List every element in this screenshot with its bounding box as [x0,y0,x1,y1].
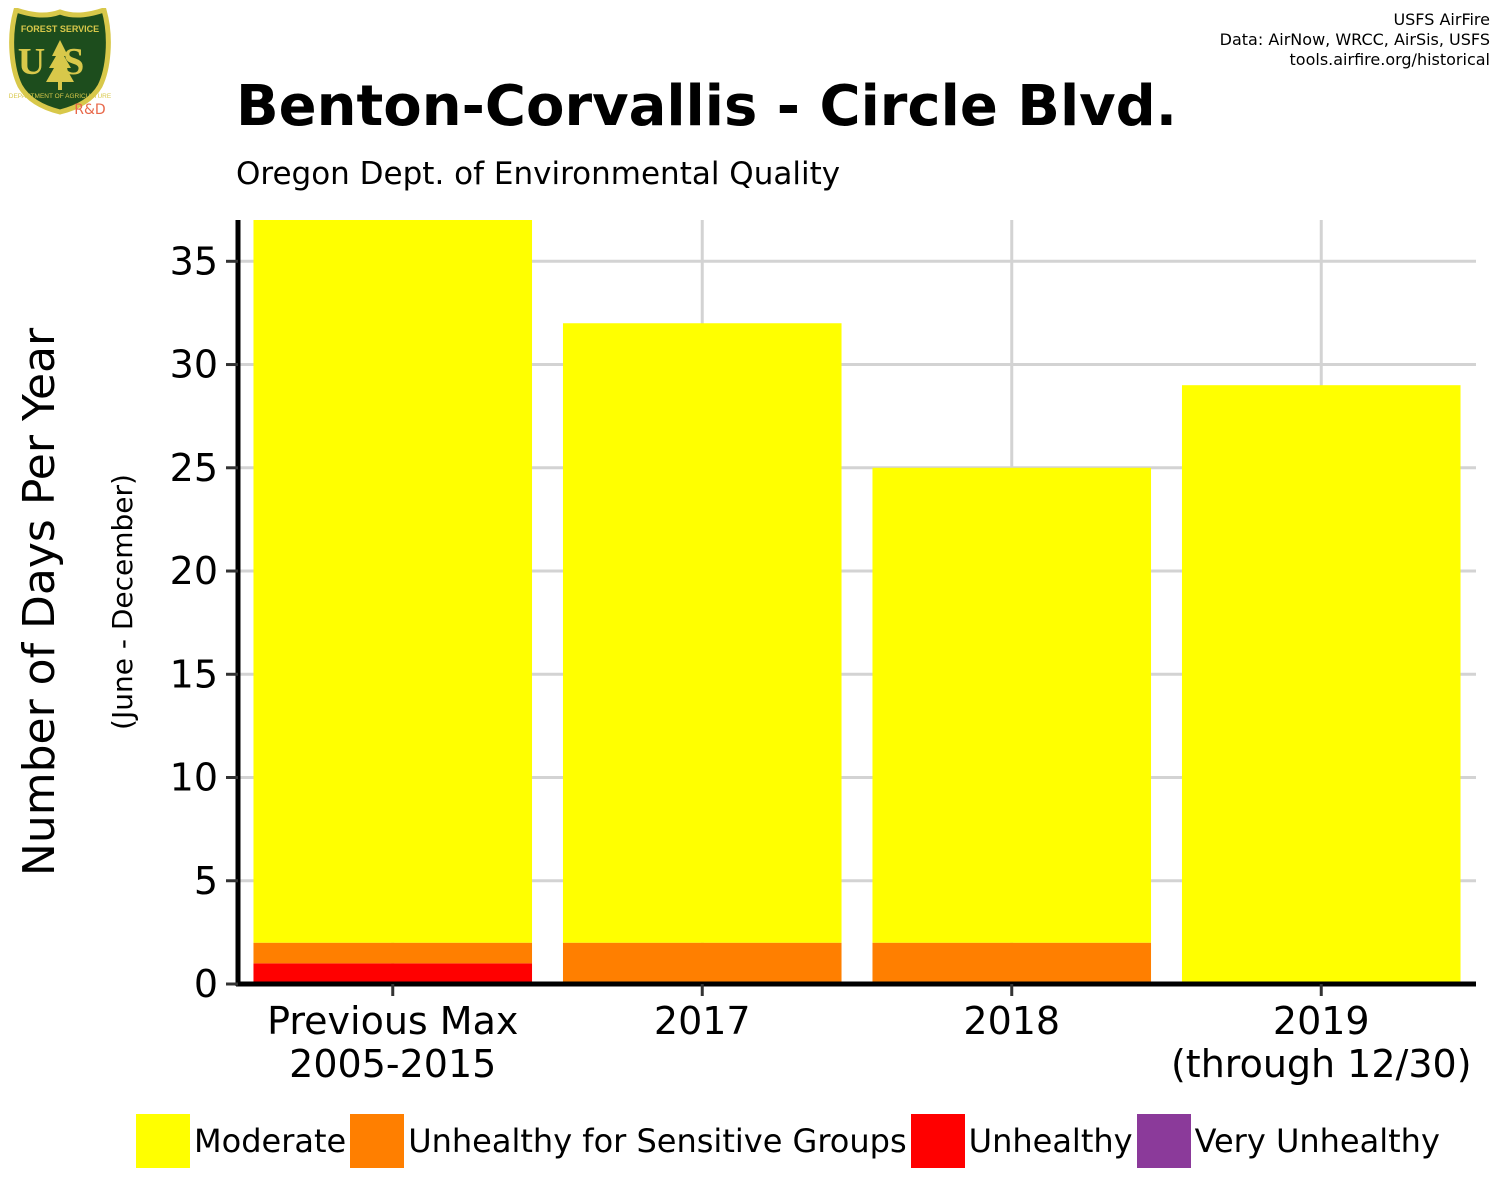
legend-label: Moderate [194,1122,347,1160]
y-tick-label: 20 [170,549,218,593]
legend-item: Very Unhealthy [1136,1114,1440,1168]
y-tick-label: 25 [170,446,218,490]
logo-tag: R&D [74,102,105,118]
logo-top-text: FOREST SERVICE [21,24,99,34]
x-tick-label: (through 12/30) [1171,1042,1472,1086]
bar-segment-unhealthy-for-sensitive-groups [253,942,533,964]
credit-line: tools.airfire.org/historical [1289,50,1490,69]
legend: Moderate Unhealthy for Sensitive Groups Un… [136,1113,1444,1169]
legend-item: Unhealthy [910,1114,1133,1168]
legend-item: Unhealthy for Sensitive Groups [350,1114,907,1168]
legend-swatch [910,1114,965,1168]
x-tick-label: 2017 [654,999,751,1043]
y-tick-label: 10 [170,756,218,800]
legend-swatch [350,1114,405,1168]
y-tick-label: 5 [194,859,218,903]
y-axis-label: Number of Days Per Year [14,327,65,876]
y-axis-sublabel: (June - December) [106,474,139,730]
y-tick-label: 30 [170,343,218,387]
bar-segment-moderate [253,220,533,943]
credit-line: Data: AirNow, WRCC, AirSis, USFS [1219,30,1490,49]
logo-bottom-text: DEPARTMENT OF AGRICULTURE [9,93,112,100]
x-tick-label: Previous Max [267,999,518,1043]
bar-segment-unhealthy [253,963,533,984]
bar-segment-moderate [562,323,842,943]
legend-swatch [136,1114,190,1168]
x-tick-label: 2005-2015 [289,1042,496,1086]
tree-icon [46,40,74,90]
y-tick-label: 15 [170,652,218,696]
legend-label: Unhealthy [968,1122,1133,1160]
legend-item: Moderate [136,1114,346,1168]
legend-swatch [1136,1114,1191,1168]
x-tick-label: 2018 [963,999,1060,1043]
bar-segment-unhealthy-for-sensitive-groups [562,942,842,984]
bar-segment-moderate [872,467,1152,943]
legend-label: Very Unhealthy [1194,1122,1440,1160]
x-tick-label: 2019 [1273,999,1370,1043]
y-tick-label: 35 [170,239,218,283]
chart-subtitle: Oregon Dept. of Environmental Quality [236,156,841,192]
chart-title: Benton-Corvallis - Circle Blvd. [236,74,1178,139]
bar-segment-moderate [1181,385,1461,984]
legend-label: Unhealthy for Sensitive Groups [408,1122,907,1160]
usfs-logo: FOREST SERVICE US DEPARTMENT OF AGRICULT… [9,8,112,118]
credits: USFS AirFire Data: AirNow, WRCC, AirSis,… [1220,10,1490,70]
credit-line: USFS AirFire [1393,10,1490,29]
y-tick-label: 0 [194,962,218,1006]
bar-segment-unhealthy-for-sensitive-groups [872,942,1152,984]
